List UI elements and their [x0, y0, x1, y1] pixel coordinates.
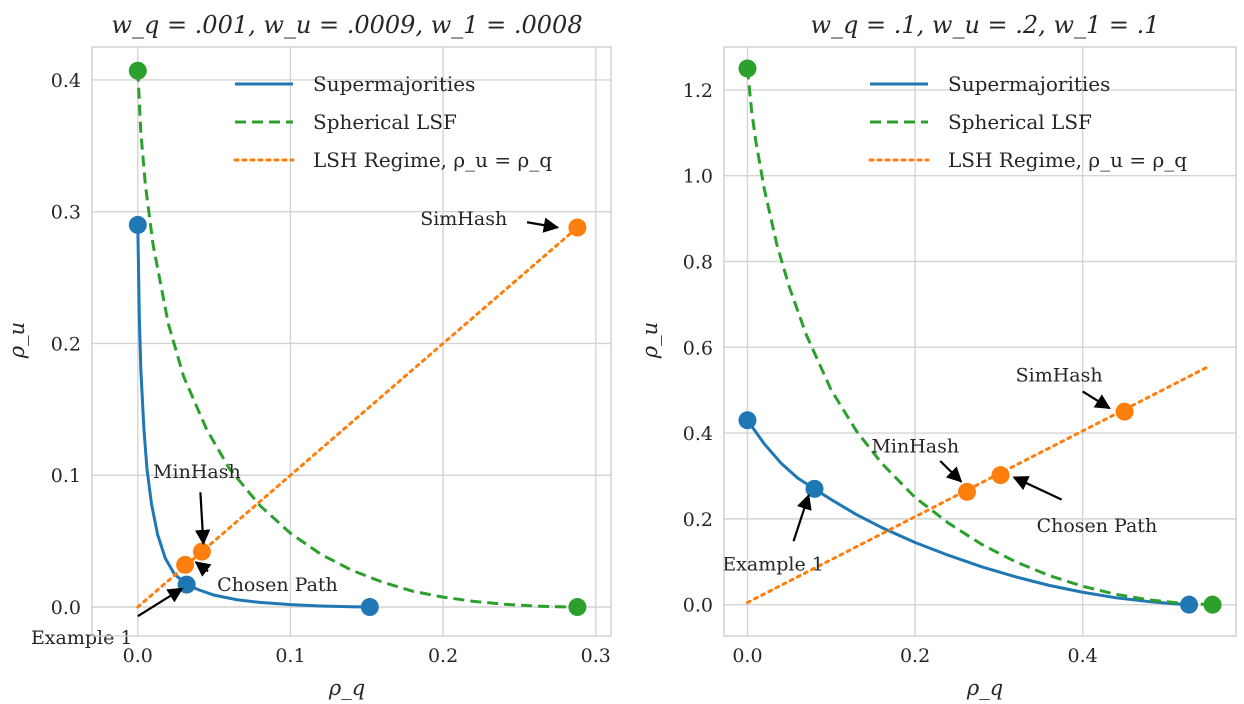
x-tick-label: 0.2 — [428, 645, 458, 667]
chart-left-ticks: 0.0 0.1 0.2 0.3 0.0 0.1 0.2 0.3 0.4 — [51, 70, 611, 667]
y-tick-label: 0.4 — [683, 423, 713, 445]
data-point-lsh — [176, 555, 195, 574]
chart-left-ylabel: ρ_u — [5, 322, 29, 359]
data-point-lsh — [568, 218, 587, 237]
y-tick-label: 0.3 — [51, 202, 81, 224]
y-tick-label: 0.1 — [51, 465, 81, 487]
annotation-label: SimHash — [1016, 365, 1103, 387]
annotation-label: SimHash — [420, 208, 507, 230]
chart-left-title: w_q = .001, w_u = .0009, w_1 = .0008 — [111, 11, 582, 39]
y-tick-label: 0.6 — [683, 337, 713, 359]
x-tick-label: 0.1 — [275, 645, 305, 667]
data-point-lsh — [991, 466, 1010, 485]
chart-left-points — [128, 61, 587, 617]
series-line-supermajorities — [136, 224, 370, 609]
annotation-label: Example 1 — [31, 627, 133, 649]
series-line-lsf — [745, 68, 1213, 607]
data-point-lsf — [128, 61, 147, 80]
legend-entry-label: LSH Regime, ρ_u = ρ_q — [948, 148, 1187, 172]
chart-left-frame — [91, 46, 612, 637]
chart-right-points — [738, 59, 1222, 614]
chart-right-frame — [723, 46, 1237, 637]
data-point-lsf — [1203, 595, 1222, 614]
data-point-lsh — [1115, 402, 1134, 421]
series-line-lsh — [745, 365, 1210, 605]
annotation-arrow — [194, 561, 212, 577]
chart-left-grid — [92, 47, 611, 636]
annotation-arrow — [1082, 390, 1111, 410]
chart-right-ticks: 0.0 0.2 0.4 0.0 0.2 0.4 0.6 0.8 1.0 1.2 — [683, 80, 1098, 667]
y-tick-label: 0.8 — [683, 251, 713, 273]
data-point-lsf — [568, 598, 587, 617]
data-point-lsh — [958, 482, 977, 501]
x-tick-label: 0.4 — [1068, 645, 1098, 667]
annotation-arrow — [792, 493, 812, 542]
series-line-supermajorities — [746, 419, 1190, 607]
x-tick-label: 0.0 — [732, 645, 762, 667]
y-tick-label: 0.4 — [51, 70, 81, 92]
series-line-lsh — [136, 226, 579, 609]
annotation-label: MinHash — [153, 461, 241, 483]
chart-right-xlabel: ρ_q — [966, 676, 1003, 700]
chart-right-legend: Supermajorities Spherical LSF LSH Regime, … — [868, 72, 1187, 172]
annotation-label: Example 1 — [722, 553, 824, 575]
data-point-supermajorities — [738, 411, 757, 430]
x-tick-label: 0.2 — [900, 645, 930, 667]
y-tick-label: 0.0 — [683, 595, 713, 617]
chart-right-grid — [724, 47, 1236, 636]
annotation-arrow — [1012, 476, 1063, 501]
legend-entry-label: LSH Regime, ρ_u = ρ_q — [313, 148, 552, 172]
y-tick-label: 1.2 — [683, 80, 713, 102]
annotation-label: MinHash — [871, 435, 959, 457]
chart-right: w_q = .1, w_u = .2, w_1 = .1 ρ_q ρ_u Sim… — [638, 11, 1237, 700]
data-point-lsf — [738, 59, 757, 78]
legend-entry-label: Supermajorities — [948, 72, 1110, 96]
annotation-arrow — [137, 587, 184, 618]
chart-right-series — [745, 68, 1213, 607]
chart-right-annotations: SimHash MinHash Chosen Path Example 1 — [722, 365, 1157, 576]
x-tick-label: 0.0 — [123, 645, 153, 667]
series-line-lsf — [136, 70, 578, 609]
chart-right-ylabel: ρ_u — [638, 322, 662, 359]
annotation-arrow — [939, 460, 963, 483]
annotation-arrow — [526, 217, 560, 233]
annotation-arrow — [194, 492, 211, 546]
legend-entry-label: Spherical LSF — [313, 110, 457, 134]
y-tick-label: 0.2 — [51, 333, 81, 355]
legend-entry-label: Spherical LSF — [948, 110, 1092, 134]
data-point-supermajorities — [1180, 595, 1199, 614]
chart-right-title: w_q = .1, w_u = .2, w_1 = .1 — [810, 11, 1159, 39]
chart-left: w_q = .001, w_u = .0009, w_1 = .0008 ρ_q… — [5, 11, 612, 700]
data-point-supermajorities — [360, 598, 379, 617]
data-point-supermajorities — [805, 479, 824, 498]
chart-left-legend: Supermajorities Spherical LSF LSH Regime, … — [233, 72, 552, 172]
chart-left-xlabel: ρ_q — [328, 676, 365, 700]
annotation-label: Chosen Path — [217, 574, 338, 596]
chart-left-annotations: SimHash MinHash Chosen Path Example 1 — [31, 208, 560, 649]
annotation-label: Chosen Path — [1037, 515, 1158, 537]
y-tick-label: 0.2 — [683, 509, 713, 531]
data-point-lsh — [192, 542, 211, 561]
legend-entry-label: Supermajorities — [313, 72, 475, 96]
y-tick-label: 0.0 — [51, 597, 81, 619]
x-tick-label: 0.3 — [581, 645, 611, 667]
data-point-supermajorities — [128, 215, 147, 234]
y-tick-label: 1.0 — [683, 166, 713, 188]
